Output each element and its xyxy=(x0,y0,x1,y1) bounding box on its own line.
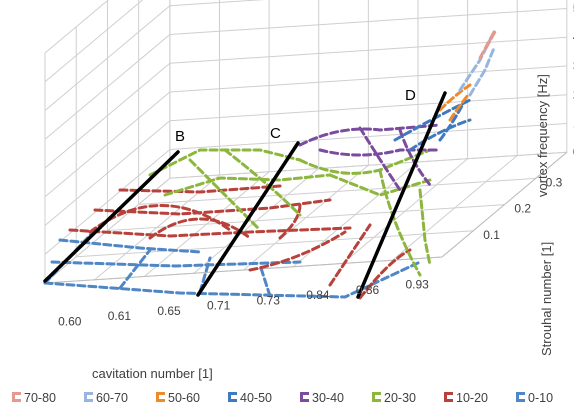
gridline-y xyxy=(106,0,505,232)
legend-label: 60-70 xyxy=(96,391,128,405)
x-axis-title: cavitation number [1] xyxy=(92,366,213,381)
legend-swatch xyxy=(444,392,453,402)
x-tick-label: 0.86 xyxy=(356,283,380,297)
gridline-x xyxy=(292,0,419,268)
legend-label: 0-10 xyxy=(528,391,553,405)
gridline-z xyxy=(44,36,567,169)
gridline-y xyxy=(138,0,536,205)
z-tick-labels: 01020304050607080 xyxy=(573,1,574,159)
contour-line xyxy=(393,98,472,142)
legend-item: 70-80 xyxy=(12,391,56,405)
legend-label: 10-20 xyxy=(456,391,488,405)
legend-label: 40-50 xyxy=(240,391,272,405)
z-tick-label: 30 xyxy=(573,59,574,73)
marker-line-b xyxy=(43,150,180,283)
legend-item: 30-40 xyxy=(300,391,344,405)
contour-line xyxy=(118,248,152,290)
gridline-z xyxy=(44,0,109,54)
gridline-z xyxy=(44,0,144,83)
contour-line xyxy=(408,118,472,152)
legend-item: 20-30 xyxy=(372,391,416,405)
gridline-y xyxy=(169,0,567,179)
contour-line xyxy=(278,203,302,240)
x-tick-label: 0.84 xyxy=(306,288,330,302)
z-tick-label: 0 xyxy=(573,145,574,159)
legend-item: 0-10 xyxy=(516,391,553,405)
contour-line xyxy=(163,173,332,197)
y-tick-label: 0.2 xyxy=(514,202,531,216)
contour-line xyxy=(258,263,272,298)
legend-label: 20-30 xyxy=(384,391,416,405)
contour-line xyxy=(248,230,347,272)
contour-line xyxy=(358,126,402,192)
x-tick-label: 0.93 xyxy=(406,278,430,292)
x-tick-label: 0.61 xyxy=(108,309,132,323)
contour-line xyxy=(328,173,432,197)
y-tick-labels: 0.10.20.30.4 xyxy=(483,175,563,242)
contour-line xyxy=(398,128,432,187)
contour-line xyxy=(148,148,302,177)
legend-item: 10-20 xyxy=(444,391,488,405)
contour-line xyxy=(298,123,442,147)
x-tick-label: 0.71 xyxy=(207,299,231,313)
contour-line xyxy=(438,83,472,112)
gridline-z xyxy=(44,7,567,140)
contour-line xyxy=(448,93,470,122)
legend-swatch xyxy=(228,392,237,402)
legend-label: 50-60 xyxy=(168,391,200,405)
floor-edge xyxy=(44,151,568,284)
y-tick-label: 0.3 xyxy=(546,175,563,189)
legend-label: 70-80 xyxy=(24,391,56,405)
contour-line xyxy=(378,168,422,277)
contour-line xyxy=(418,188,432,267)
x-tick-label: 0.60 xyxy=(58,314,82,328)
legend-swatch xyxy=(84,392,93,402)
marker-line-d xyxy=(356,91,447,299)
x-tick-label: 0.65 xyxy=(157,304,181,318)
y-axis-title: Strouhal number [1] xyxy=(539,242,554,356)
z-axis-title: vortex frequency [Hz] xyxy=(535,74,550,197)
contour-line xyxy=(318,148,442,157)
marker-c: C xyxy=(270,125,281,142)
contour-line xyxy=(438,98,467,142)
y-tick-label: 0.1 xyxy=(483,228,500,242)
legend-swatch xyxy=(156,392,165,402)
contour-line xyxy=(358,248,412,300)
contour-line xyxy=(118,184,282,194)
marker-b: B xyxy=(175,128,185,145)
x-tick-label: 0.73 xyxy=(257,293,281,307)
z-tick-label: 10 xyxy=(573,116,574,130)
contour-line xyxy=(468,46,496,97)
x-tick-labels: 0.60 0.61 0.65 0.71 0.73 0.84 0.86 0.93 xyxy=(58,278,429,329)
contour-line xyxy=(223,148,302,217)
legend-swatch xyxy=(12,392,21,402)
legend-item: 60-70 xyxy=(84,391,128,405)
legend-item: 40-50 xyxy=(228,391,272,405)
contour-line xyxy=(188,158,262,232)
marker-d: D xyxy=(405,87,416,104)
z-tick-label: 50 xyxy=(573,1,574,15)
z-tick-label: 20 xyxy=(573,88,574,102)
legend-item: 50-60 xyxy=(156,391,200,405)
surface-contours xyxy=(43,28,498,300)
legend-swatch xyxy=(516,392,525,402)
contour-line xyxy=(43,260,422,299)
legend-label: 30-40 xyxy=(312,391,344,405)
z-tick-label: 40 xyxy=(573,30,574,44)
legend: 70-80 60-70 50-60 40-50 30-40 20-30 10-20 0-10 xyxy=(12,391,553,405)
contour-line xyxy=(328,223,372,287)
legend-swatch xyxy=(372,392,381,402)
marker-line-c xyxy=(196,141,300,297)
contour-line xyxy=(484,28,498,50)
contour-line xyxy=(50,260,302,268)
gridline-y xyxy=(75,26,474,258)
marker-lines xyxy=(43,91,447,299)
legend-swatch xyxy=(300,392,309,402)
contour-line xyxy=(68,226,352,238)
